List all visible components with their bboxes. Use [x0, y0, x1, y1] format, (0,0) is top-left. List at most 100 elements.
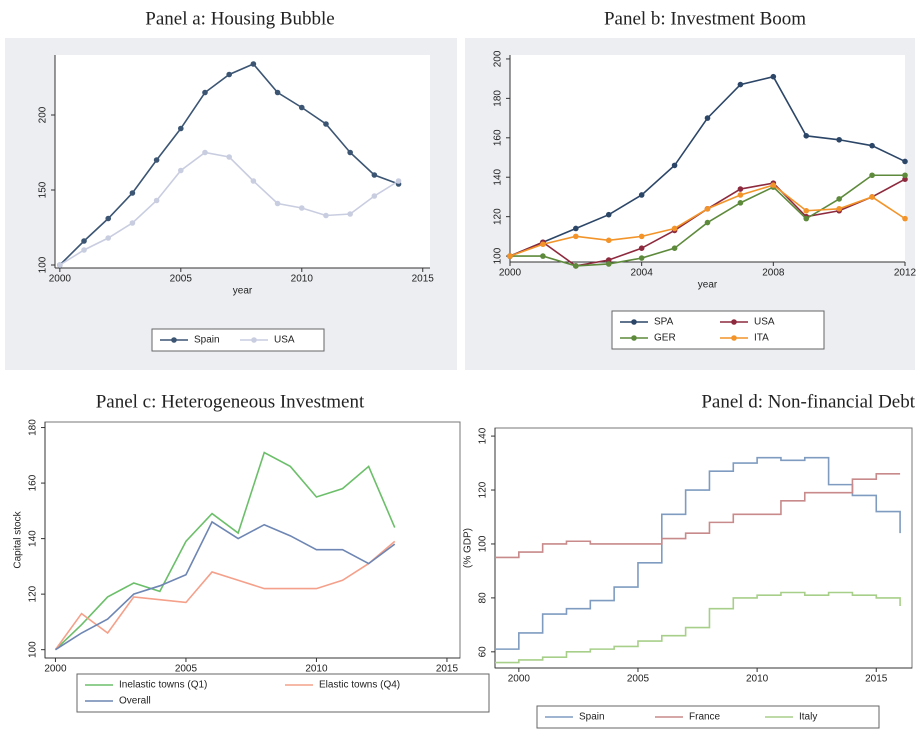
marker: [869, 194, 875, 200]
x-tick-label: 2012: [894, 268, 917, 279]
y-tick-label: 160: [493, 129, 504, 146]
x-tick-label: 2000: [44, 664, 67, 675]
legend-label: GER: [654, 333, 676, 344]
x-axis-label: year: [233, 286, 253, 297]
marker: [573, 233, 579, 240]
marker: [902, 215, 908, 222]
marker: [737, 81, 744, 88]
marker: [803, 215, 810, 222]
x-tick-label: 2005: [170, 274, 193, 285]
series-line: [495, 473, 901, 559]
y-tick-label: 100: [493, 247, 504, 264]
marker: [298, 104, 305, 111]
plot-area: [494, 427, 913, 669]
marker: [105, 215, 112, 222]
marker: [540, 241, 546, 248]
legend-label: France: [689, 712, 721, 723]
marker: [81, 238, 87, 244]
legend-label: Spain: [194, 335, 220, 346]
marker: [540, 253, 546, 259]
marker: [129, 190, 136, 196]
series-line: [495, 456, 901, 650]
y-tick-label: 100: [38, 256, 49, 273]
marker: [507, 253, 513, 259]
marker: [671, 162, 678, 169]
legend-label: Italy: [799, 712, 817, 723]
marker: [770, 73, 777, 80]
marker: [371, 172, 378, 178]
legend-box: [611, 310, 825, 350]
y-tick-label: 200: [493, 50, 504, 67]
marker: [737, 192, 744, 198]
x-tick-label: 2008: [762, 268, 785, 279]
marker: [371, 193, 378, 199]
marker: [605, 257, 612, 263]
marker: [902, 158, 908, 165]
marker: [836, 205, 842, 212]
marker: [573, 263, 579, 269]
y-tick-label: 160: [28, 474, 39, 491]
marker: [81, 247, 87, 253]
marker: [638, 233, 645, 240]
x-tick-label: 2015: [865, 674, 888, 685]
chart-title: Panel a: Housing Bubble: [145, 8, 334, 29]
x-tick-label: 2000: [508, 674, 531, 685]
marker: [323, 121, 329, 127]
marker: [347, 149, 353, 156]
marker: [226, 154, 232, 160]
marker: [605, 211, 612, 218]
marker: [671, 225, 678, 232]
x-axis-label: year: [698, 280, 718, 291]
marker: [902, 176, 908, 182]
y-tick-label: 80: [478, 592, 489, 604]
y-tick-label: 120: [478, 481, 489, 498]
marker: [803, 133, 810, 139]
marker: [323, 212, 329, 219]
marker: [605, 237, 612, 244]
series-line: [54, 540, 396, 651]
marker: [274, 200, 281, 207]
x-tick-label: 2010: [305, 664, 328, 675]
y-axis-label: (% GDP): [463, 528, 474, 568]
x-tick-label: 2005: [175, 664, 198, 675]
series-line: [495, 591, 901, 664]
y-tick-label: 100: [478, 535, 489, 552]
y-tick-label: 180: [28, 419, 39, 436]
legend-marker: [631, 335, 637, 341]
marker: [638, 245, 645, 251]
marker: [57, 262, 63, 268]
y-tick-label: 60: [478, 646, 489, 658]
chart-title: Panel d: Non-financial Debt: [701, 391, 915, 412]
legend-label: Inelastic towns (Q1): [119, 680, 207, 691]
marker: [129, 220, 136, 226]
marker: [153, 197, 160, 204]
y-tick-label: 140: [28, 530, 39, 547]
marker: [202, 149, 208, 156]
marker: [704, 205, 711, 212]
legend-marker: [731, 335, 737, 341]
y-tick-label: 100: [28, 641, 39, 658]
y-tick-label: 140: [478, 427, 489, 444]
legend-label: Elastic towns (Q4): [319, 680, 400, 691]
marker: [298, 205, 305, 211]
legend-label: SPA: [654, 317, 674, 328]
marker: [869, 172, 875, 179]
marker: [178, 167, 184, 174]
x-tick-label: 2015: [436, 664, 459, 675]
y-tick-label: 150: [38, 181, 49, 198]
marker: [869, 142, 875, 149]
legend-marker: [251, 337, 257, 343]
x-tick-label: 2000: [49, 274, 72, 285]
marker: [274, 89, 281, 96]
marker: [671, 245, 678, 251]
marker: [105, 235, 112, 241]
y-tick-label: 120: [493, 208, 504, 225]
legend-marker: [631, 319, 637, 325]
x-tick-label: 2015: [412, 274, 435, 285]
chart-title: Panel b: Investment Boom: [604, 8, 806, 29]
marker: [226, 71, 232, 78]
marker: [395, 178, 402, 184]
marker: [638, 192, 645, 198]
marker: [347, 211, 353, 217]
